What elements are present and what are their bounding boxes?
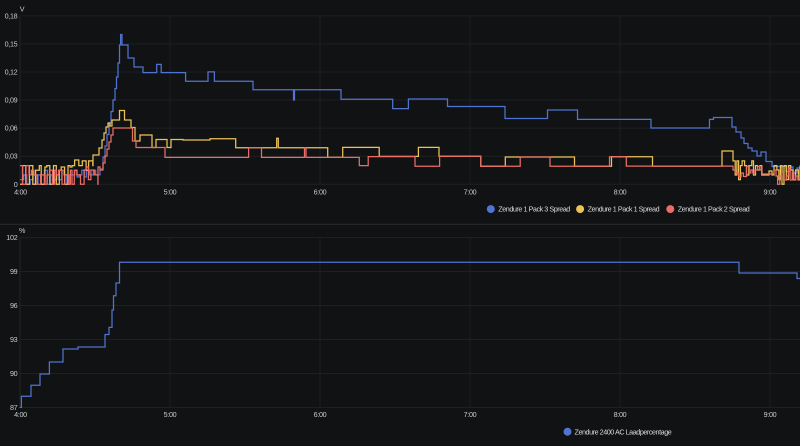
svg-text:4:00: 4:00 xyxy=(14,410,27,419)
svg-text:Zendure 1 Pack 3 Spread: Zendure 1 Pack 3 Spread xyxy=(498,205,570,214)
svg-text:%: % xyxy=(19,226,26,235)
svg-text:0,15: 0,15 xyxy=(5,39,18,48)
svg-text:99: 99 xyxy=(10,267,18,276)
svg-text:0: 0 xyxy=(14,180,18,189)
svg-text:0,18: 0,18 xyxy=(5,11,18,20)
svg-text:9:00: 9:00 xyxy=(764,410,777,419)
svg-text:4:00: 4:00 xyxy=(14,187,27,196)
svg-text:8:00: 8:00 xyxy=(614,187,627,196)
svg-text:V: V xyxy=(20,5,25,14)
svg-text:7:00: 7:00 xyxy=(464,187,477,196)
svg-text:9:00: 9:00 xyxy=(764,187,777,196)
svg-text:0,03: 0,03 xyxy=(5,152,18,161)
svg-text:0,09: 0,09 xyxy=(5,96,18,105)
svg-text:93: 93 xyxy=(10,335,18,344)
svg-text:5:00: 5:00 xyxy=(164,187,177,196)
svg-text:Zendure 1 Pack 2 Spread: Zendure 1 Pack 2 Spread xyxy=(678,205,750,214)
svg-text:7:00: 7:00 xyxy=(464,410,477,419)
svg-text:96: 96 xyxy=(10,301,18,310)
svg-text:5:00: 5:00 xyxy=(164,410,177,419)
svg-text:Zendure 1 Pack 1 Spread: Zendure 1 Pack 1 Spread xyxy=(588,205,660,214)
svg-text:Zendure 2400 AC Laadpercentage: Zendure 2400 AC Laadpercentage xyxy=(575,427,672,436)
svg-text:0,06: 0,06 xyxy=(5,124,18,133)
svg-text:0,12: 0,12 xyxy=(5,67,18,76)
svg-text:6:00: 6:00 xyxy=(314,410,327,419)
svg-text:6:00: 6:00 xyxy=(314,187,327,196)
svg-text:87: 87 xyxy=(10,403,18,412)
svg-text:90: 90 xyxy=(10,369,18,378)
svg-text:102: 102 xyxy=(6,233,17,242)
svg-text:8:00: 8:00 xyxy=(614,410,627,419)
